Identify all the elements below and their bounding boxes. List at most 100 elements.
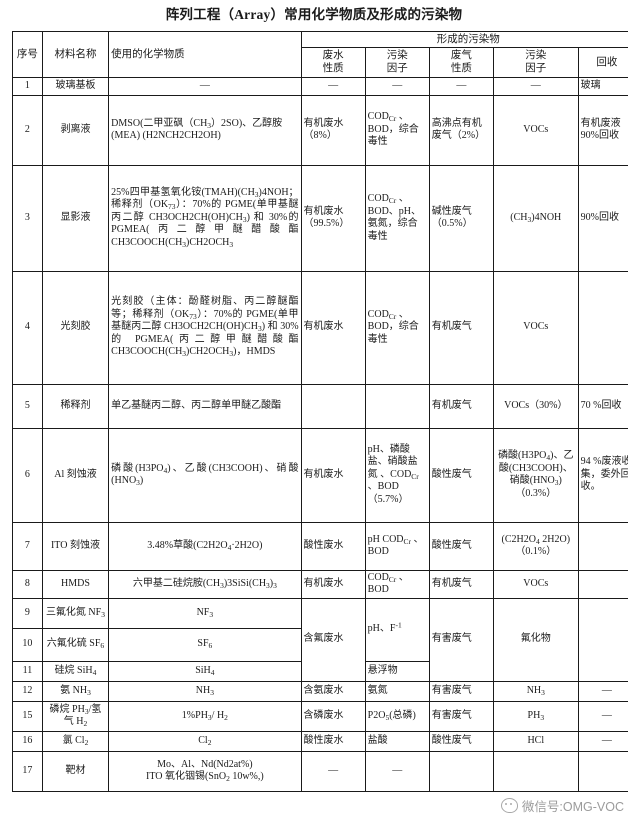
cell-wastewater-factor: 氨氮 [364, 680, 430, 702]
cell-wastegas-factor: VOCs [492, 94, 579, 166]
cell-material: 硅烷 SiH4 [41, 660, 110, 682]
cell-wastewater-factor [364, 383, 430, 429]
cell-material: 玻璃基板 [41, 76, 110, 96]
cell-chemical: SiH4 [108, 660, 302, 682]
cell-material: 靶材 [41, 750, 110, 792]
cell-wastewater-nature: — [300, 76, 366, 96]
cell-chemical: Cl2 [108, 730, 302, 752]
cell-recycle [577, 270, 628, 385]
header-wwf-line2: 因子 [386, 63, 408, 75]
cell-wastegas-nature: 有害废气 [428, 680, 494, 702]
cell-no: 16 [12, 730, 43, 752]
cell-recycle: 90%回收 [577, 164, 628, 272]
cell-wastegas-nature: 有机废气 [428, 270, 494, 385]
cell-material: 氨 NH3 [41, 680, 110, 702]
cell-no: 17 [12, 750, 43, 792]
cell-recycle [577, 750, 628, 792]
cell-wastewater-nature: 有机废水 [300, 427, 366, 523]
cell-wastegas-factor: (C2H2O4 2H2O)（0.1%） [492, 521, 579, 571]
cell-chemical: NF3 [108, 597, 302, 629]
header-wwf-line1: 污染 [386, 50, 408, 62]
cell-no: 8 [12, 569, 43, 599]
cell-recycle: — [577, 700, 628, 732]
cell-wastegas-nature: 有害废气 [428, 700, 494, 732]
table-row: 12 氨 NH3 NH3 含氨废水 氨氮 有害废气 NH3— [12, 680, 628, 702]
cell-wastewater-factor: CODCr 、BOD，综合毒性 [364, 270, 430, 385]
cell-wastegas-factor: PH3 [492, 700, 579, 732]
cell-material: 显影液 [41, 164, 110, 272]
cell-recycle: 94 %废液收集，委外回收。 [577, 427, 628, 523]
page-title: 阵列工程（Array）常用化学物质及形成的污染物 [165, 7, 463, 22]
cell-recycle: — [577, 680, 628, 702]
cell-wastewater-nature: — [300, 750, 366, 792]
table-container: 序号 材料名称 使用的化学物质 形成的污染物 废水 性质 污染 因子 废气 [12, 31, 628, 792]
cell-chemical: 单乙基醚丙二醇、丙二醇单甲醚乙酸酯 [108, 383, 302, 429]
cell-wastegas-factor: 氟化物 [492, 597, 579, 682]
cell-wastegas-nature [428, 750, 494, 792]
cell-no: 1 [12, 76, 43, 96]
cell-wastegas-factor: (CH3)4NOH [492, 164, 579, 272]
cell-no: 9 [12, 597, 43, 629]
table-row: 1 玻璃基板 — — — — — 玻璃 [12, 76, 628, 96]
cell-material: 六氟化硫 SF6 [41, 627, 110, 662]
cell-material: 稀释剂 [41, 383, 110, 429]
cell-no: 5 [12, 383, 43, 429]
header-material: 材料名称 [41, 31, 110, 78]
table-header: 序号 材料名称 使用的化学物质 形成的污染物 废水 性质 污染 因子 废气 [12, 31, 628, 78]
cell-wastegas-factor [492, 750, 579, 792]
cell-chemical: 25%四甲基氢氧化铵(TMAH)(CH3)4NOH；稀释剂（OK73）：70%的… [108, 164, 302, 272]
cell-chemical: 磷酸(H3PO4)、乙酸(CH3COOH)、硝酸(HNO3) [108, 427, 302, 523]
cell-material: HMDS [41, 569, 110, 599]
cell-chemical: Mo、Al、Nd(Nd2at%) ITO 氧化铟锡(SnO2 10w%,) [108, 750, 302, 792]
table-row: 5 稀释剂 单乙基醚丙二醇、丙二醇单甲醚乙酸酯 有机废气 VOCs（30%） 70 %回收 [12, 383, 628, 429]
cell-no: 2 [12, 94, 43, 166]
cell-no: 4 [12, 270, 43, 385]
cell-wastegas-factor: NH3 [492, 680, 579, 702]
watermark: 微信号:OMG-VOC [500, 796, 624, 815]
header-ww-line1: 废水 [322, 50, 344, 62]
chemicals-table: 序号 材料名称 使用的化学物质 形成的污染物 废水 性质 污染 因子 废气 [12, 31, 628, 792]
wechat-icon [500, 798, 518, 813]
header-chemical: 使用的化学物质 [108, 31, 302, 78]
cell-wastegas-factor: HCl [492, 730, 579, 752]
table-row: 4 光刻胶 光刻胶（主体：酚醛树脂、丙二醇醚酯等；稀释剂（OK73）：70%的 PG… [12, 270, 628, 385]
cell-wastewater-nature: 酸性废水 [300, 521, 366, 571]
table-row: 2 剥离液 DMSO(二甲亚砜（CH3）2SO)、乙醇胺(MEA) (H2NCH2C… [12, 94, 628, 166]
cell-wastewater-factor: — [364, 750, 430, 792]
cell-wastewater-nature [300, 383, 366, 429]
cell-material: ITO 刻蚀液 [41, 521, 110, 571]
header-wastewater-factor: 污染 因子 [364, 47, 430, 78]
table-row: 6 Al 刻蚀液 磷酸(H3PO4)、乙酸(CH3COOH)、硝酸(HNO3) 有机废… [12, 427, 628, 523]
table-row: 8 HMDS 六甲基二硅烷胺(CH3)3SiSi(CH3)3 有机废水 CODCr 、B… [12, 569, 628, 599]
cell-wastegas-nature: 酸性废气 [428, 730, 494, 752]
cell-wastegas-nature: 有机废气 [428, 383, 494, 429]
cell-recycle: 有机废液90%回收 [577, 94, 628, 166]
cell-recycle [577, 521, 628, 571]
cell-recycle [577, 597, 628, 682]
cell-wastewater-nature: 酸性废水 [300, 730, 366, 752]
cell-wastewater-nature: 有机废水 [300, 569, 366, 599]
cell-wastegas-factor: — [492, 76, 579, 96]
cell-material: 氯 Cl2 [41, 730, 110, 752]
cell-chemical: — [108, 76, 302, 96]
cell-wastegas-nature: 碱性废气（0.5%） [428, 164, 494, 272]
cell-recycle: — [577, 730, 628, 752]
cell-material: Al 刻蚀液 [41, 427, 110, 523]
cell-recycle: 70 %回收 [577, 383, 628, 429]
table-row: 9 三氟化氮 NF3 NF3 含氟废水 pH、F-1 有害废气 氟化物 [12, 597, 628, 682]
cell-wastewater-factor: pH CODCr 、BOD [364, 521, 430, 571]
header-wastewater-nature: 废水 性质 [300, 47, 366, 78]
cell-wastewater-nature: 含磷废水 [300, 700, 366, 732]
table-row: 10 六氟化硫 SF6 SF6 [12, 627, 628, 662]
table-row: 7 ITO 刻蚀液 3.48%草酸(C2H2O4·2H2O) 酸性废水 pH CODCr… [12, 521, 628, 571]
cell-wastegas-nature: 有害废气 [428, 597, 494, 682]
header-wgf-line2: 因子 [525, 63, 547, 75]
cell-material: 磷烷 PH3/氢气 H2 [41, 700, 110, 732]
cell-wastegas-nature: 高沸点有机废气（2%） [428, 94, 494, 166]
cell-wastegas-factor: VOCs（30%） [492, 383, 579, 429]
header-no: 序号 [12, 31, 43, 78]
cell-wastewater-factor: pH、磷酸盐、硝酸盐氮 、CODCr 、BOD（5.7%） [364, 427, 430, 523]
table-row: 3 显影液 25%四甲基氢氧化铵(TMAH)(CH3)4NOH；稀释剂（OK73）：… [12, 164, 628, 272]
table-row: 15 磷烷 PH3/氢气 H2 1%PH3/ H2 含磷废水 P2O5(总磷) 有害废气 P… [12, 700, 628, 732]
cell-no: 15 [12, 700, 43, 732]
